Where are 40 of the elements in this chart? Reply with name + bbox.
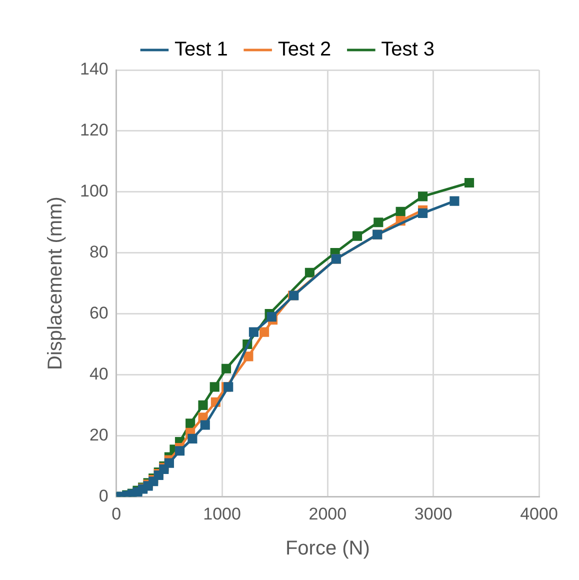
point — [450, 196, 460, 206]
y-tick-label: 20 — [89, 425, 108, 444]
point — [164, 458, 174, 468]
x-tick-label: 2000 — [308, 504, 347, 524]
x-axis-title: Force (N) — [285, 538, 370, 560]
y-tick-label: 140 — [80, 60, 108, 79]
point — [198, 400, 208, 410]
x-tick-label: 4000 — [520, 504, 558, 524]
legend-label: Test 2 — [278, 38, 332, 61]
point — [224, 382, 234, 392]
legend-label: Test 3 — [381, 38, 435, 61]
point — [352, 231, 362, 241]
y-tick-label: 60 — [89, 303, 108, 322]
x-tick-label: 0 — [112, 504, 122, 524]
point — [260, 327, 270, 337]
y-axis-title: Displacement (mm) — [44, 196, 67, 370]
point — [418, 208, 428, 218]
y-tick-label: 100 — [80, 182, 108, 201]
point — [266, 312, 276, 322]
x-tick-label: 3000 — [414, 504, 452, 524]
point — [188, 434, 198, 444]
point — [244, 352, 254, 362]
point — [186, 418, 196, 428]
point — [174, 446, 185, 456]
legend-label: Test 1 — [174, 38, 228, 61]
y-tick-label: 0 — [98, 486, 108, 506]
point — [418, 192, 428, 202]
x-tick-label: 1000 — [203, 504, 241, 524]
point — [374, 218, 384, 228]
point — [464, 178, 474, 188]
point — [304, 268, 315, 278]
point — [248, 327, 259, 337]
y-tick-label: 80 — [89, 242, 108, 262]
point — [198, 412, 208, 422]
y-tick-label: 120 — [80, 120, 108, 140]
point — [210, 382, 220, 392]
point — [200, 420, 210, 430]
point — [221, 364, 232, 374]
point — [396, 206, 406, 216]
y-tick-label: 40 — [89, 364, 108, 384]
